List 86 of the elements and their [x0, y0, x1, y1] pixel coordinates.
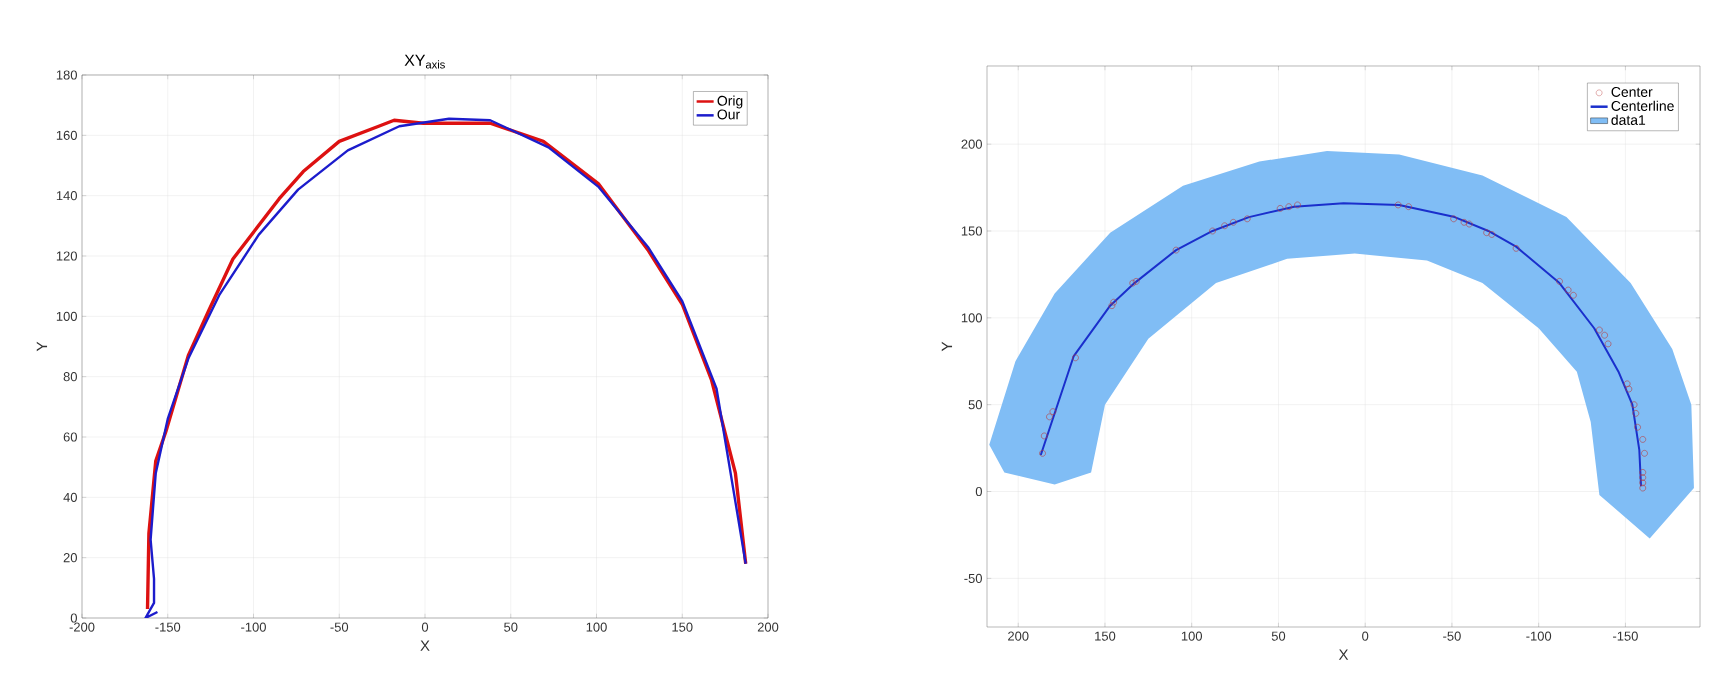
y-axis-title: Y — [941, 341, 953, 352]
legend-label: Orig — [717, 95, 743, 109]
point — [1243, 215, 1251, 223]
point — [1632, 410, 1640, 417]
point — [1046, 413, 1053, 421]
x-tick-label: 0 — [1362, 631, 1369, 641]
y-tick-label: 200 — [961, 139, 982, 149]
legend-label: Center — [1611, 87, 1653, 97]
point — [1285, 203, 1293, 210]
point — [1625, 385, 1633, 393]
x-tick-label: 200 — [1008, 631, 1029, 641]
x-tick-label: -50 — [330, 622, 349, 632]
point — [1230, 219, 1237, 226]
point — [1049, 408, 1057, 415]
y-tick-label: 60 — [63, 432, 77, 442]
y-tick-label: 80 — [63, 372, 77, 382]
x-tick-label: 100 — [586, 622, 607, 632]
y-axis-title: Y — [36, 341, 48, 352]
y-tick-label: 40 — [63, 492, 77, 502]
x-tick-label: 0 — [421, 622, 429, 632]
point — [1639, 479, 1647, 487]
point — [1294, 201, 1301, 209]
x-tick-label: -150 — [155, 622, 181, 632]
x-tick-label: -100 — [241, 622, 266, 632]
point — [1276, 205, 1284, 212]
point — [1630, 401, 1638, 408]
y-tick-label: -50 — [964, 573, 982, 583]
x-tick-label: -100 — [1526, 631, 1552, 641]
point — [1512, 245, 1520, 252]
point — [1601, 331, 1608, 339]
line-series — [1039, 202, 1643, 488]
x-tick-label: 200 — [757, 622, 779, 632]
x-tick-label: -50 — [1443, 631, 1461, 641]
y-tick-label: 50 — [968, 400, 982, 410]
x-tick-label: 100 — [1181, 631, 1203, 641]
point — [1564, 286, 1572, 294]
y-tick-label: 120 — [56, 251, 77, 261]
point — [1570, 291, 1577, 299]
chart-title: XY$_{axis}$ — [404, 54, 445, 69]
point — [1394, 201, 1402, 209]
y-tick-label: 100 — [961, 313, 982, 323]
point — [1072, 354, 1079, 362]
x-tick-label: 150 — [1095, 631, 1116, 641]
point — [1488, 231, 1496, 238]
y-tick-label: 180 — [56, 70, 77, 80]
point — [1639, 436, 1647, 443]
point — [1450, 215, 1457, 223]
point — [1040, 432, 1048, 440]
x-tick-label: 150 — [672, 622, 693, 632]
y-tick-label: 160 — [56, 130, 77, 140]
point — [1639, 474, 1647, 481]
point — [1483, 229, 1490, 237]
point — [1209, 227, 1216, 235]
y-tick-label: 140 — [56, 191, 77, 201]
point — [1221, 222, 1228, 230]
x-axis-title: X — [1338, 649, 1349, 660]
x-axis-title: X — [420, 640, 430, 651]
point — [1639, 469, 1647, 476]
point — [1108, 302, 1116, 309]
point — [1172, 246, 1180, 254]
legend-label: Centerline — [1611, 100, 1674, 111]
point — [1556, 278, 1563, 285]
y-tick-label: 20 — [63, 553, 77, 563]
point — [1641, 450, 1648, 457]
point — [1039, 450, 1046, 457]
x-tick-label: 50 — [1271, 631, 1286, 641]
y-tick-label: 100 — [56, 311, 77, 321]
point — [1110, 298, 1117, 306]
legend-label: Our — [717, 109, 740, 120]
point — [1604, 340, 1612, 348]
point — [1405, 203, 1412, 210]
x-tick-label: -150 — [1613, 631, 1638, 641]
point — [1634, 423, 1641, 431]
legend-label: data1 — [1611, 114, 1646, 125]
point — [1129, 279, 1137, 287]
point — [1465, 220, 1473, 228]
y-tick-label: 150 — [961, 226, 982, 236]
x-tick-label: -200 — [69, 622, 95, 632]
point — [1132, 278, 1140, 285]
point — [1460, 219, 1468, 226]
y-tick-label: 0 — [70, 613, 77, 623]
point — [1623, 380, 1631, 388]
y-tick-label: 0 — [975, 486, 982, 497]
point — [1596, 326, 1603, 334]
x-tick-label: 50 — [504, 622, 518, 632]
point — [1639, 484, 1647, 492]
